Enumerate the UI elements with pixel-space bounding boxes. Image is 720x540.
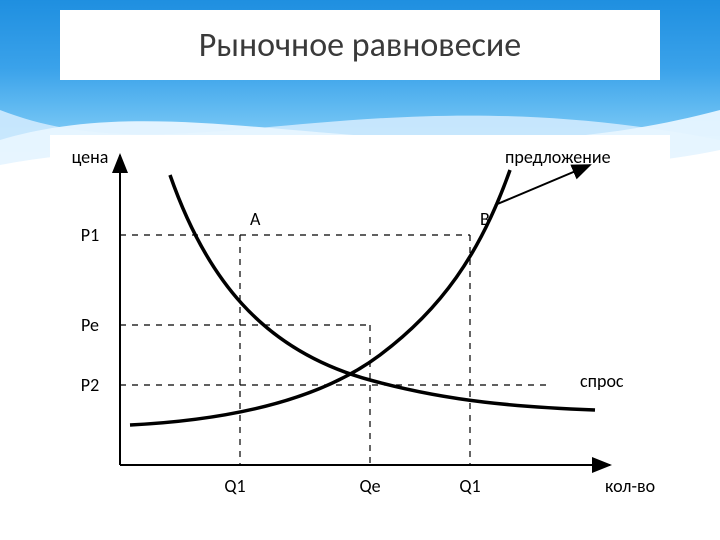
y-tick-label: P1 xyxy=(81,224,99,246)
supply-curve xyxy=(130,170,510,425)
slide-title: Рыночное равновесие xyxy=(199,25,521,66)
x-tick-label: Qe xyxy=(359,475,380,497)
y-tick-label: P2 xyxy=(81,374,99,396)
point-label: A xyxy=(250,208,261,230)
x-axis-label: кол-во xyxy=(605,475,655,497)
supply-label: предложение xyxy=(505,146,611,168)
point-label: B xyxy=(480,208,490,230)
y-tick-label: Pe xyxy=(81,314,99,336)
equilibrium-chart: цена кол-во P1 Pe P2 Q1 Qe Q1 A Bспрос предложение xyxy=(50,135,670,515)
y-axis-label: цена xyxy=(72,146,109,168)
title-box: Рыночное равновесие xyxy=(60,10,660,80)
x-tick-label: Q1 xyxy=(459,475,480,497)
x-tick-label: Q1 xyxy=(224,475,245,497)
chart-svg: цена кол-во P1 Pe P2 Q1 Qe Q1 A Bспрос предложение xyxy=(50,135,670,515)
demand-label: спрос xyxy=(580,370,624,392)
slide: Рыночное равновесие цена кол-во P1 Pe P2 Q1 Qe… xyxy=(0,0,720,540)
demand-curve xyxy=(170,175,595,410)
